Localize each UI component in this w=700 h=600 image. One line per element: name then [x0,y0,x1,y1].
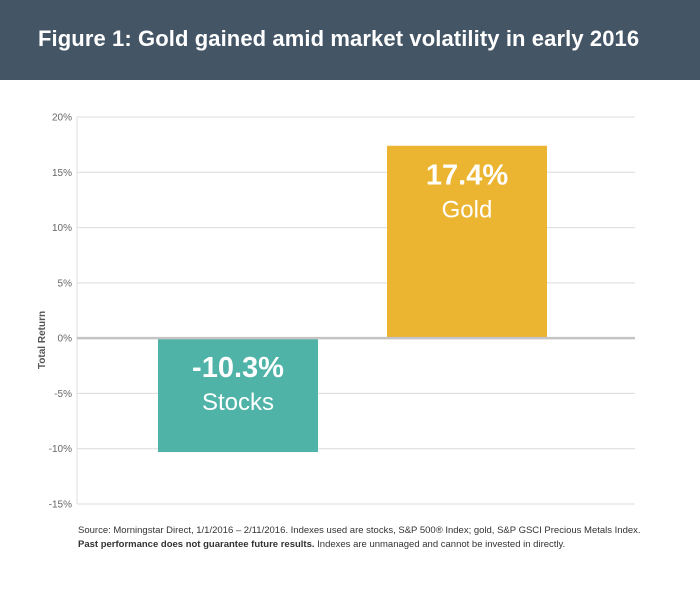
bars [158,145,547,453]
y-tick-label: 10% [52,223,72,234]
bar-value-label: 17.4% [426,160,508,192]
footnote-disclaimer-rest: Indexes are unmanaged and cannot be inve… [314,539,566,550]
y-tick-label: 20% [52,113,72,124]
bar-value-label: -10.3% [192,352,284,384]
y-tick-label: 0% [58,334,73,345]
y-tick-label: 15% [52,168,72,179]
y-tick-label: -5% [54,389,72,400]
bar-category-label: Stocks [202,389,274,416]
footnote: Source: Morningstar Direct, 1/1/2016 – 2… [78,524,678,552]
bar-labels: -10.3% Stocks 17.4% Gold [192,160,508,416]
y-tick-label: 5% [58,278,73,289]
footnote-disclaimer: Past performance does not guarantee futu… [78,538,678,552]
bar-stocks [158,338,318,453]
footnote-source: Source: Morningstar Direct, 1/1/2016 – 2… [78,525,641,536]
y-axis-label: Total Return [37,311,48,369]
title-banner: Figure 1: Gold gained amid market volati… [0,0,700,80]
bar-gold [387,145,547,339]
bar-category-label: Gold [442,197,493,224]
chart-area: 20% 15% 10% 5% 0% -5% -10% -15% Total Return -1… [37,113,635,511]
y-tick-label: -10% [49,444,72,455]
y-axis-ticks: 20% 15% 10% 5% 0% -5% -10% -15% [49,113,72,511]
chart-title: Figure 1: Gold gained amid market volati… [38,26,640,51]
footnote-disclaimer-bold: Past performance does not guarantee futu… [78,539,315,550]
y-tick-label: -15% [49,500,72,511]
